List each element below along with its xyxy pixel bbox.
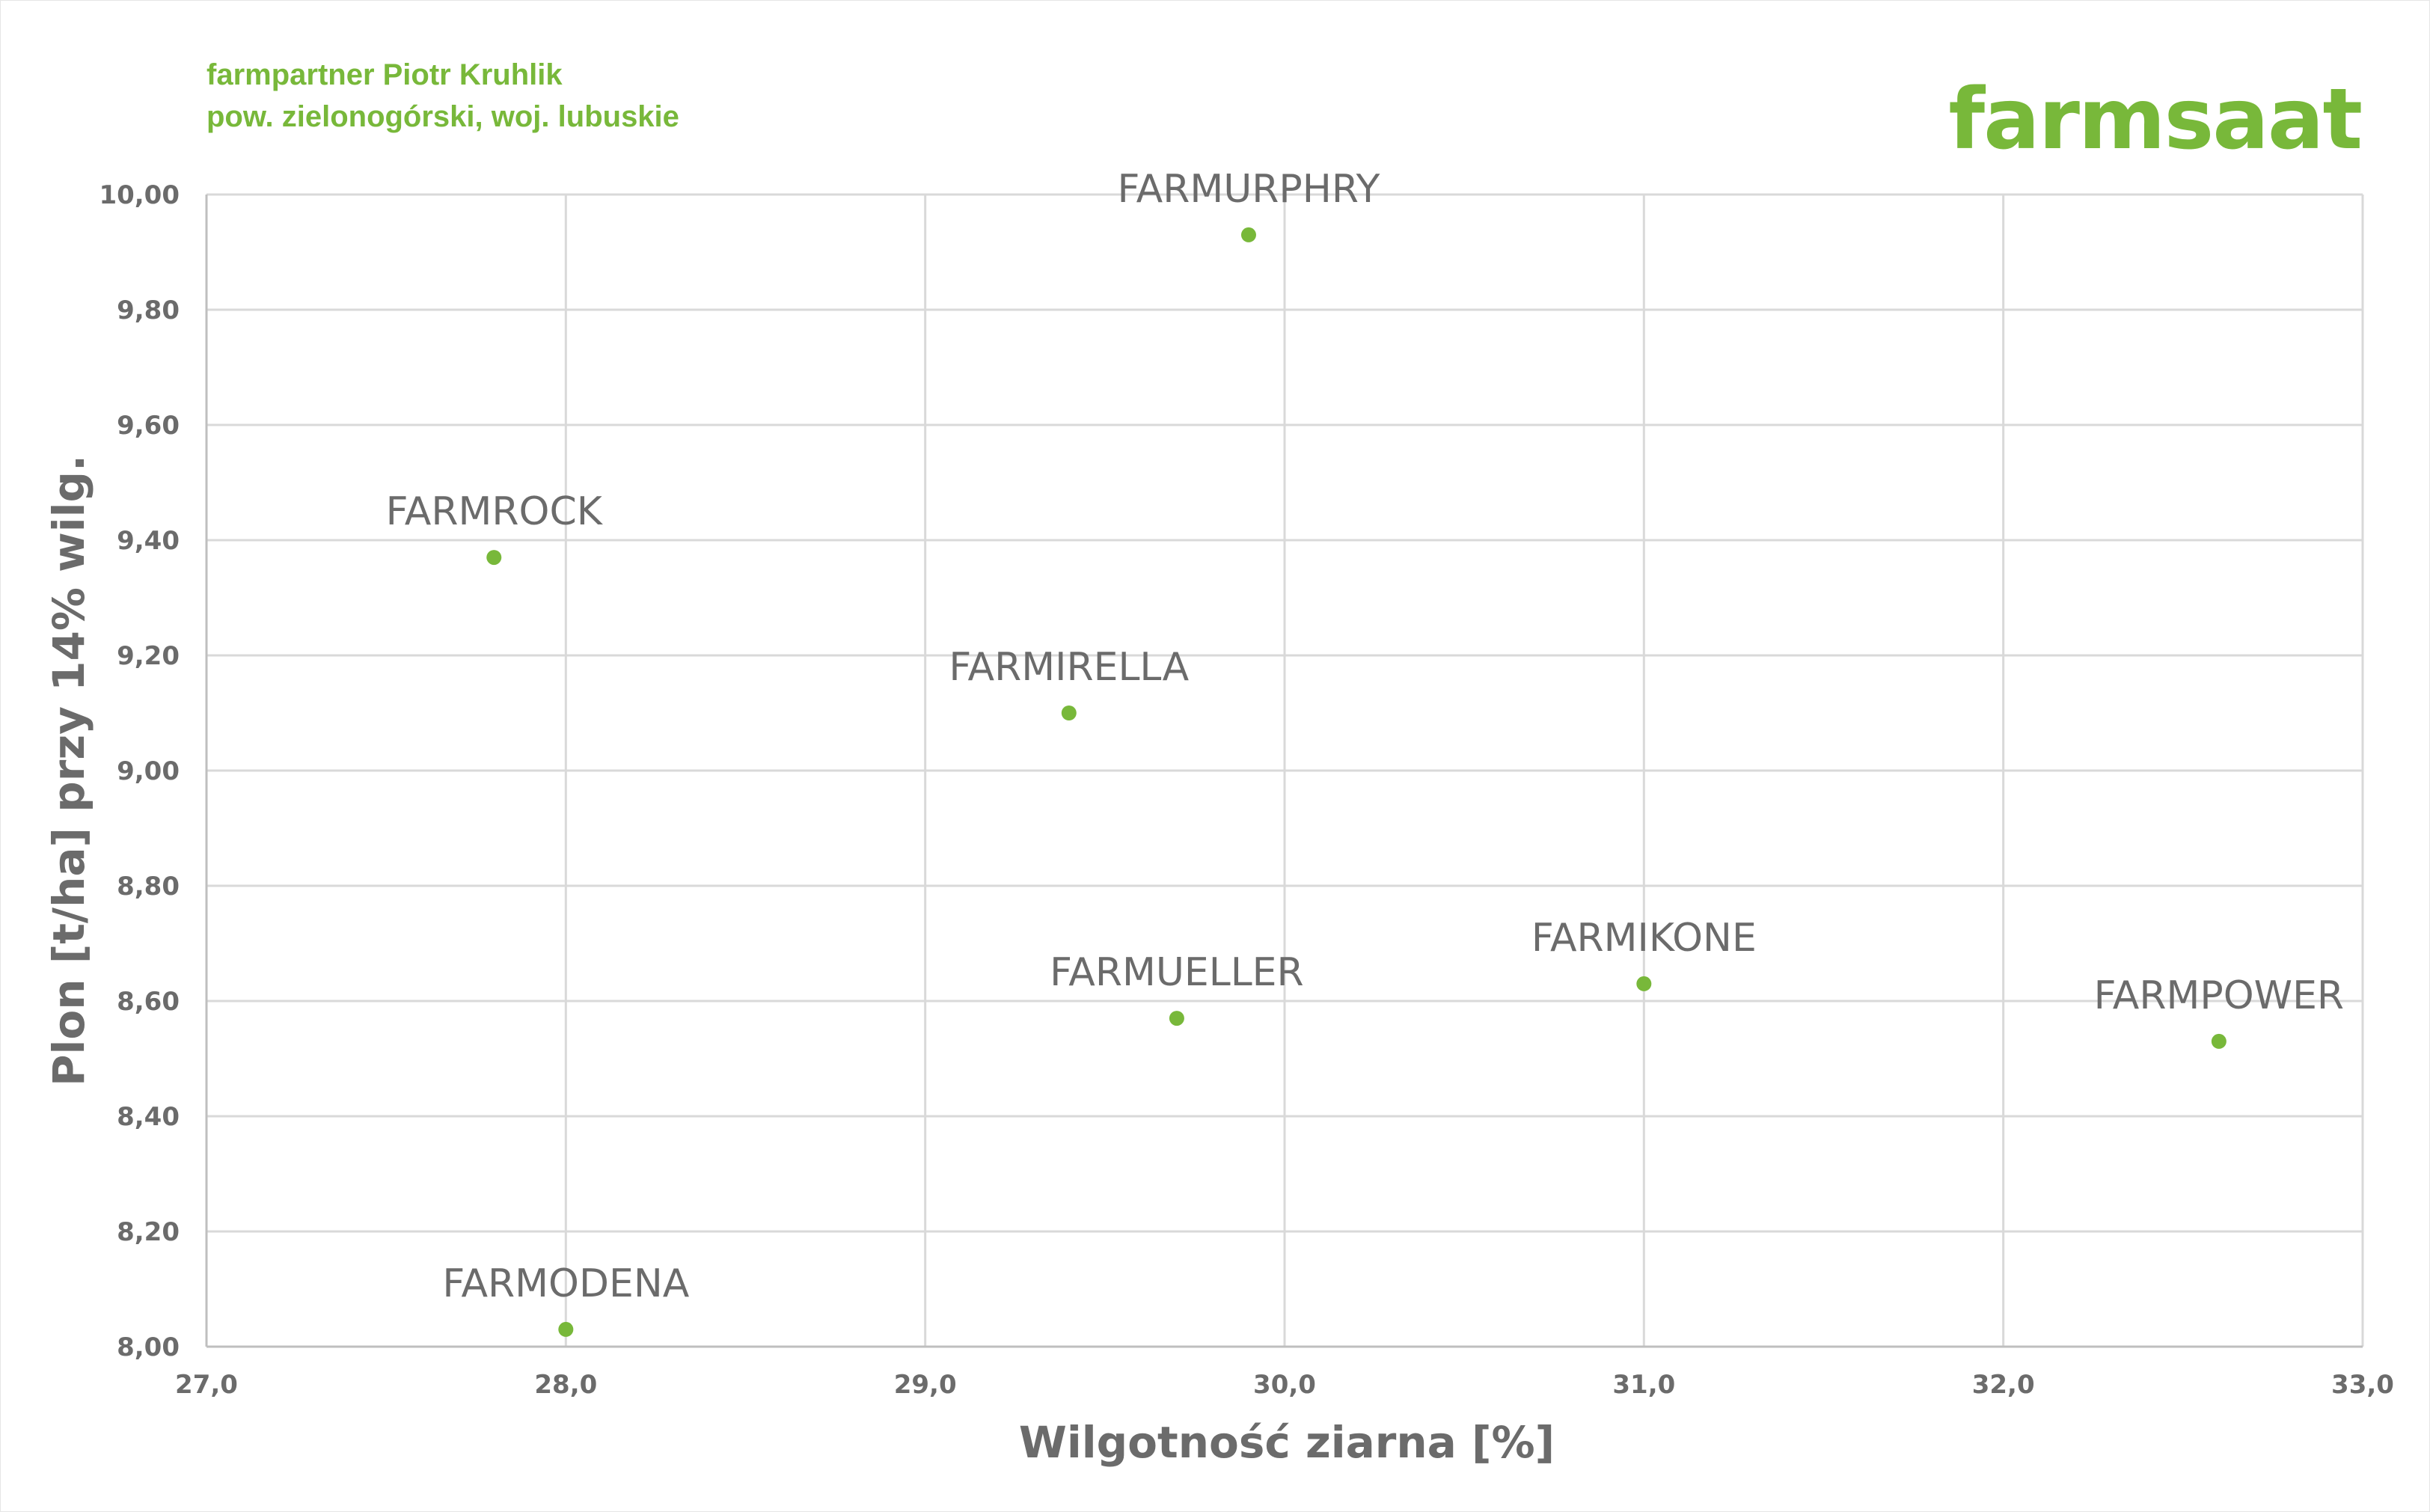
y-tick-label: 8,00 <box>117 1332 180 1362</box>
y-tick-label: 8,20 <box>117 1217 180 1247</box>
y-tick-label: 9,20 <box>117 641 180 671</box>
x-tick-label: 33,0 <box>2331 1370 2394 1400</box>
data-point-farmurphry <box>1240 227 1256 242</box>
x-tick-label: 27,0 <box>175 1370 238 1400</box>
y-tick-label: 8,80 <box>117 872 180 902</box>
data-label-farmurphry: FARMURPHRY <box>1117 167 1380 212</box>
axes <box>205 195 2363 1348</box>
farmpartner-location: pow. zielonogórski, woj. lubuskie <box>206 100 679 133</box>
data-labels: FARMURPHRY FARMROCK FARMIRELLA FARMUELLER FA… <box>386 167 2344 1306</box>
data-point-farmpower <box>2211 1033 2227 1049</box>
x-axis-label: Wilgotność ziarna [%] <box>1019 1417 1555 1468</box>
x-tick-label: 32,0 <box>1972 1370 2035 1400</box>
x-tick-label: 30,0 <box>1253 1370 1316 1400</box>
data-label-farmodena: FARMODENA <box>442 1261 689 1306</box>
data-label-farmueller: FARMUELLER <box>1050 950 1304 995</box>
y-tick-label: 10,00 <box>99 180 180 210</box>
data-point-farmikone <box>1636 976 1652 991</box>
y-tick-label: 8,40 <box>117 1102 180 1132</box>
y-tick-label: 8,60 <box>117 987 180 1017</box>
farmpartner-name: farmpartner Piotr Kruhlik <box>206 58 563 91</box>
data-label-farmirella: FARMIRELLA <box>949 645 1189 690</box>
x-tick-label: 31,0 <box>1612 1370 1675 1400</box>
farmsaat-logo: farmsaat <box>1948 71 2363 168</box>
x-tick-label: 29,0 <box>894 1370 957 1400</box>
data-point-farmueller <box>1169 1011 1184 1026</box>
data-point-farmodena <box>558 1321 574 1337</box>
data-label-farmikone: FARMIKONE <box>1531 916 1757 961</box>
data-point-farmirella <box>1061 706 1077 720</box>
data-points <box>486 227 2227 1337</box>
y-tick-label: 9,80 <box>117 296 180 325</box>
y-tick-label: 9,00 <box>117 756 180 786</box>
data-point-farmrock <box>486 550 502 566</box>
tick-labels: 27,0 28,0 29,0 30,0 31,0 32,0 33,0 8,00 8,20 8,40… <box>99 180 2393 1400</box>
x-tick-label: 28,0 <box>534 1370 597 1400</box>
y-tick-label: 9,60 <box>117 411 180 441</box>
data-label-farmrock: FARMROCK <box>386 489 604 534</box>
data-label-farmpower: FARMPOWER <box>2094 973 2344 1018</box>
grid-lines <box>206 193 2364 1347</box>
y-axis-label: Plon [t/ha] przy 14% wilg. <box>43 455 94 1086</box>
y-tick-label: 9,40 <box>117 526 180 556</box>
